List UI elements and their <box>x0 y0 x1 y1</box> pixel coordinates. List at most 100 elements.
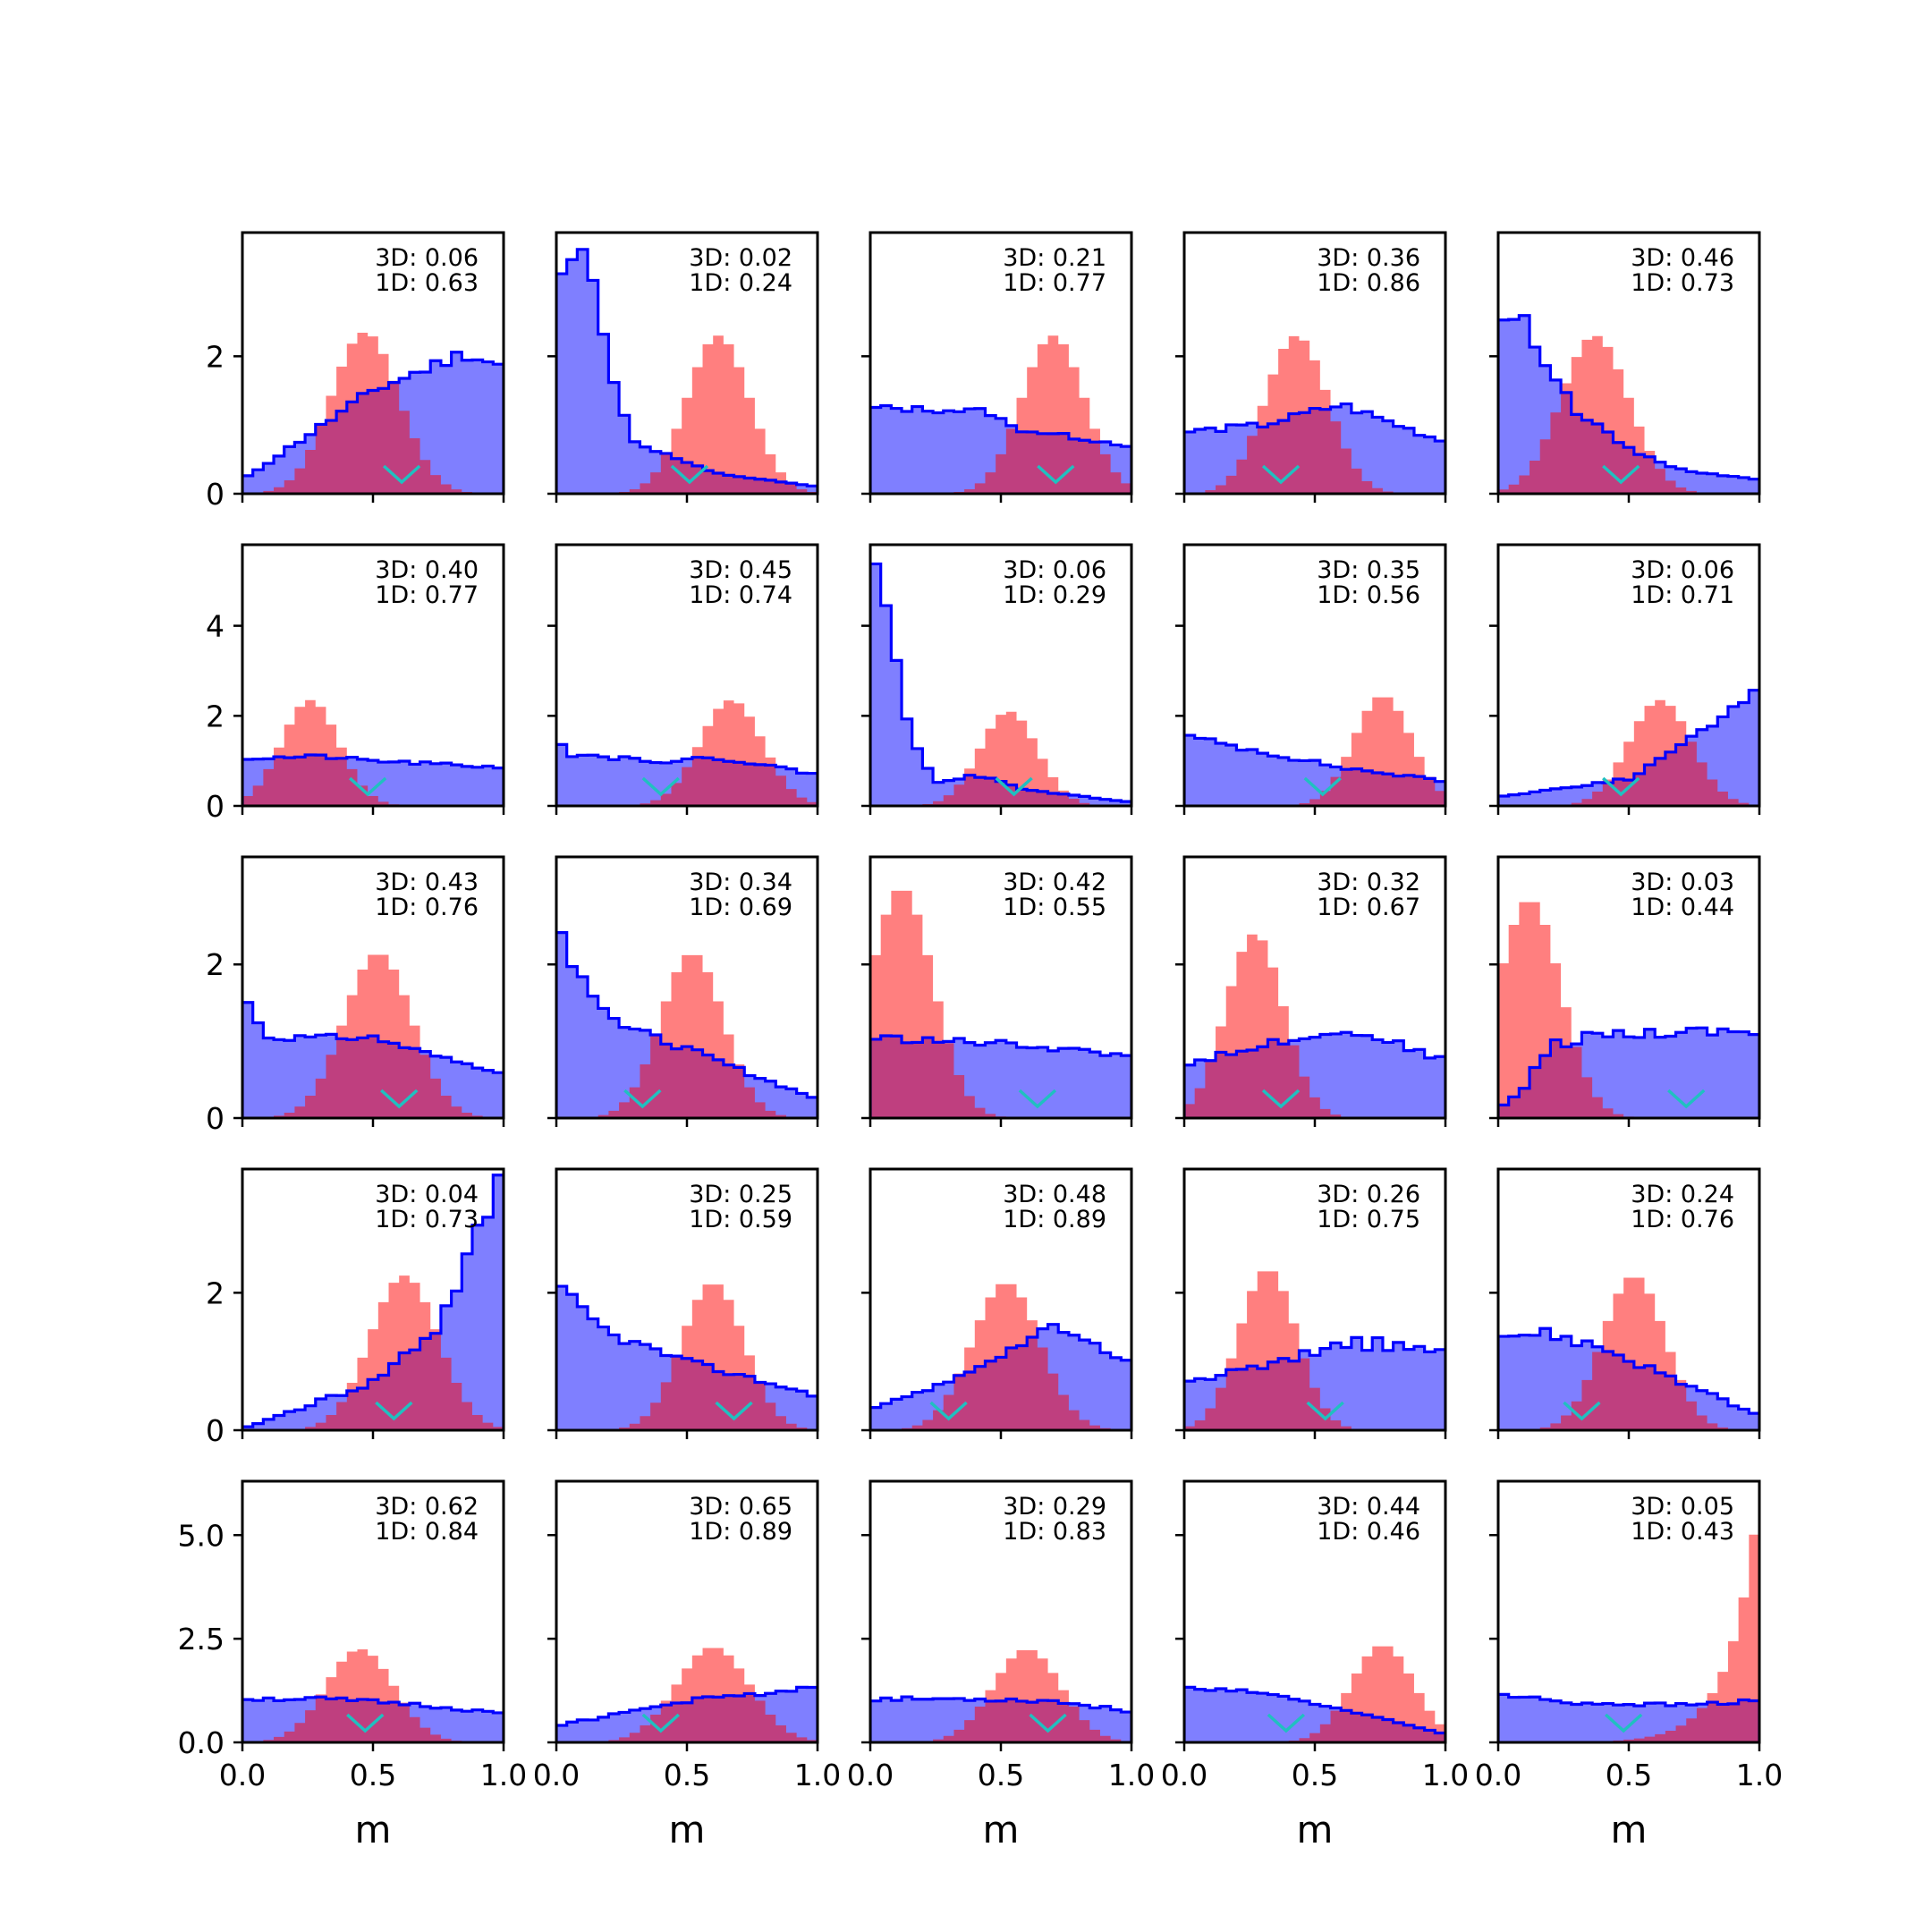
marker-icon <box>1306 1401 1344 1421</box>
hist-1d-fill <box>1498 902 1759 1118</box>
marker-icon <box>623 1089 662 1109</box>
annotation-1d: 1D: 0.83 <box>1003 1518 1106 1546</box>
annotation-3d: 3D: 0.44 <box>1317 1493 1420 1521</box>
annotation-3d: 3D: 0.06 <box>1003 556 1106 584</box>
marker-icon <box>1261 1089 1301 1109</box>
hist-1d-fill <box>870 890 1131 1118</box>
marker-icon <box>641 776 680 797</box>
marker-icon <box>375 1401 413 1421</box>
hist-3d-outline <box>870 403 1131 494</box>
annotation-1d: 1D: 0.77 <box>375 581 479 609</box>
hist-3d-fill <box>870 564 1131 806</box>
hist-1d-fill <box>870 335 1131 494</box>
x-tick-label: 0.0 <box>1161 1758 1208 1792</box>
hist-3d-outline <box>1498 1326 1759 1430</box>
marker-icon <box>715 1401 753 1421</box>
annotation-1d: 1D: 0.44 <box>1631 894 1734 921</box>
hist-3d-outline <box>1184 1335 1445 1430</box>
marker-icon <box>348 776 387 797</box>
marker-icon <box>1018 1089 1057 1109</box>
annotation-1d: 1D: 0.86 <box>1317 269 1420 297</box>
y-tick-label: 5.0 <box>178 1518 225 1553</box>
marker-icon <box>1029 1713 1067 1733</box>
marker-icon <box>1563 1401 1601 1421</box>
annotation-3d: 3D: 0.43 <box>375 869 479 896</box>
x-axis-label: m <box>983 1808 1020 1852</box>
x-tick-label: 1.0 <box>794 1758 841 1792</box>
marker-icon <box>1667 1089 1706 1109</box>
hist-3d-outline <box>1498 1026 1759 1118</box>
annotation-1d: 1D: 0.89 <box>689 1518 792 1546</box>
x-tick-label: 0.5 <box>978 1758 1024 1792</box>
annotation-3d: 3D: 0.32 <box>1317 869 1420 896</box>
hist-3d-outline <box>870 1323 1131 1430</box>
annotation-1d: 1D: 0.67 <box>1317 894 1420 921</box>
x-axis-label: m <box>355 1808 392 1852</box>
marker-icon <box>995 776 1033 797</box>
hist-3d-outline <box>556 931 818 1118</box>
marker-icon <box>1602 464 1640 485</box>
annotation-3d: 3D: 0.46 <box>1631 244 1734 272</box>
marker-icon <box>1604 1713 1643 1733</box>
x-tick-label: 0.0 <box>1475 1758 1521 1792</box>
x-tick-label: 0.5 <box>1606 1758 1652 1792</box>
annotation-1d: 1D: 0.59 <box>689 1206 792 1233</box>
annotation-3d: 3D: 0.35 <box>1317 556 1420 584</box>
marker-icon <box>1303 776 1342 797</box>
annotation-1d: 1D: 0.89 <box>1003 1206 1106 1233</box>
x-axis-label: m <box>1611 1808 1648 1852</box>
annotation-3d: 3D: 0.06 <box>1631 556 1734 584</box>
annotation-3d: 3D: 0.45 <box>689 556 792 584</box>
hist-3d-fill <box>556 932 818 1118</box>
annotation-1d: 1D: 0.75 <box>1317 1206 1420 1233</box>
annotation-3d: 3D: 0.62 <box>375 1493 479 1521</box>
annotation-3d: 3D: 0.29 <box>1003 1493 1106 1521</box>
annotation-1d: 1D: 0.46 <box>1317 1518 1420 1546</box>
hist-1d-fill <box>1184 697 1445 806</box>
annotation-1d: 1D: 0.76 <box>375 894 479 921</box>
annotation-3d: 3D: 0.42 <box>1003 869 1106 896</box>
annotation-3d: 3D: 0.26 <box>1317 1181 1420 1208</box>
annotation-3d: 3D: 0.24 <box>1631 1181 1734 1208</box>
annotation-3d: 3D: 0.34 <box>689 869 792 896</box>
hist-1d-fill <box>1498 1277 1759 1430</box>
marker-icon <box>380 1089 419 1109</box>
y-tick-label: 2.5 <box>178 1622 225 1657</box>
annotation-3d: 3D: 0.40 <box>375 556 479 584</box>
hist-1d-fill <box>1498 699 1759 806</box>
hist-3d-outline <box>1184 402 1445 494</box>
marker-icon <box>346 1713 385 1733</box>
y-tick-label: 2 <box>206 339 225 374</box>
annotation-3d: 3D: 0.65 <box>689 1493 792 1521</box>
annotation-3d: 3D: 0.04 <box>375 1181 479 1208</box>
hist-1d-fill <box>1498 1534 1759 1742</box>
hist-3d-fill <box>556 249 818 494</box>
hist-3d-outline <box>556 248 818 494</box>
hist-3d-outline <box>1184 1030 1445 1118</box>
marker-icon <box>1602 776 1640 797</box>
annotation-1d: 1D: 0.84 <box>375 1518 479 1546</box>
annotation-1d: 1D: 0.24 <box>689 269 792 297</box>
hist-1d-fill <box>1184 335 1445 494</box>
hist-1d-fill <box>1498 335 1759 494</box>
hist-3d-outline <box>242 1001 504 1118</box>
hist-3d-outline <box>242 1174 504 1430</box>
hist-1d-fill <box>242 332 504 494</box>
annotation-1d: 1D: 0.56 <box>1317 581 1420 609</box>
annotation-1d: 1D: 0.29 <box>1003 581 1106 609</box>
x-tick-label: 1.0 <box>1422 1758 1469 1792</box>
